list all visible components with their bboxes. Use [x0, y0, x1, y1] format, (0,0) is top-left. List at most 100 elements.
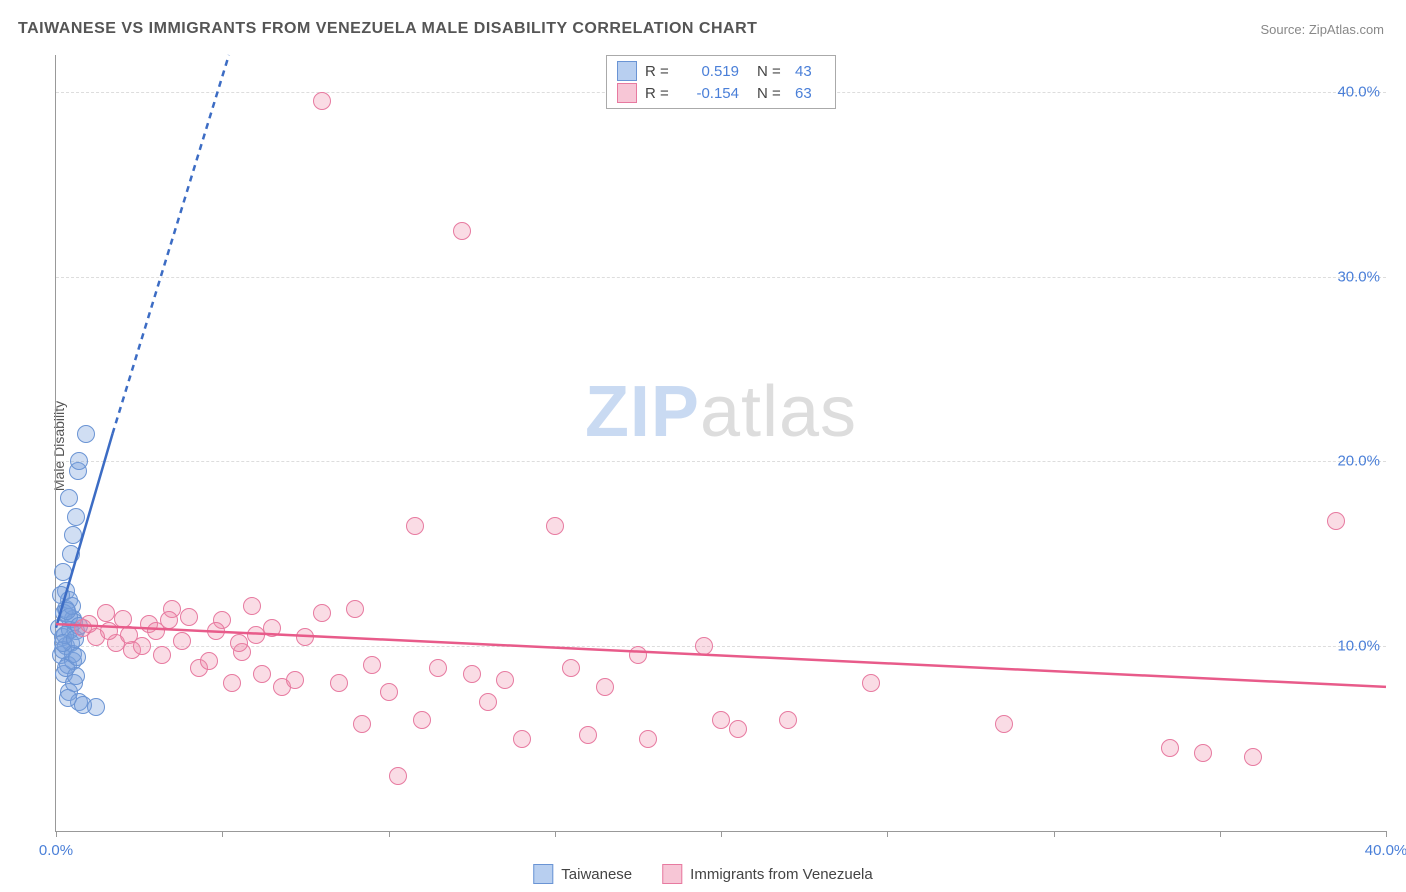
scatter-point-venezuela [173, 632, 191, 650]
legend-R-label: R = [645, 85, 675, 102]
legend-N-value: 63 [795, 85, 825, 102]
legend-N-label: N = [757, 63, 787, 80]
scatter-point-venezuela [230, 634, 248, 652]
scatter-point-venezuela [120, 626, 138, 644]
scatter-point-venezuela [313, 604, 331, 622]
scatter-point-venezuela [695, 637, 713, 655]
legend-swatch [617, 61, 637, 81]
scatter-point-venezuela [712, 711, 730, 729]
legend-item-venezuela: Immigrants from Venezuela [662, 864, 873, 884]
scatter-point-venezuela [453, 222, 471, 240]
legend-label: Immigrants from Venezuela [690, 866, 873, 883]
x-tick-mark [389, 831, 390, 837]
watermark: ZIPatlas [585, 371, 857, 453]
watermark-atlas: atlas [700, 372, 857, 452]
scatter-point-venezuela [995, 715, 1013, 733]
scatter-point-venezuela [479, 693, 497, 711]
scatter-point-venezuela [100, 622, 118, 640]
scatter-point-taiwanese [64, 526, 82, 544]
scatter-point-venezuela [286, 671, 304, 689]
scatter-point-venezuela [243, 597, 261, 615]
legend-N-value: 43 [795, 63, 825, 80]
scatter-point-venezuela [200, 652, 218, 670]
scatter-point-venezuela [1161, 739, 1179, 757]
scatter-point-venezuela [639, 730, 657, 748]
scatter-point-venezuela [1244, 748, 1262, 766]
scatter-point-venezuela [862, 674, 880, 692]
legend-stats-row-taiwanese: R = 0.519 N = 43 [617, 60, 825, 82]
y-tick-label: 30.0% [1337, 268, 1380, 285]
chart-plot-area: ZIPatlas R = 0.519 N = 43 R = -0.154 N = 63 10.… [55, 55, 1386, 832]
scatter-point-venezuela [160, 611, 178, 629]
scatter-point-venezuela [363, 656, 381, 674]
x-tick-mark [1054, 831, 1055, 837]
scatter-point-venezuela [353, 715, 371, 733]
x-tick-mark [555, 831, 556, 837]
gridline [56, 277, 1386, 278]
scatter-point-taiwanese [62, 545, 80, 563]
scatter-point-taiwanese [70, 452, 88, 470]
legend-item-taiwanese: Taiwanese [533, 864, 632, 884]
scatter-point-venezuela [97, 604, 115, 622]
scatter-point-venezuela [389, 767, 407, 785]
scatter-point-venezuela [247, 626, 265, 644]
scatter-point-taiwanese [68, 648, 86, 666]
scatter-point-venezuela [562, 659, 580, 677]
x-tick-mark [721, 831, 722, 837]
scatter-point-venezuela [263, 619, 281, 637]
x-tick-mark [1386, 831, 1387, 837]
scatter-point-taiwanese [67, 508, 85, 526]
scatter-point-venezuela [413, 711, 431, 729]
watermark-zip: ZIP [585, 372, 700, 452]
scatter-point-taiwanese [60, 489, 78, 507]
source-attribution: Source: ZipAtlas.com [1260, 22, 1384, 37]
legend-swatch [617, 83, 637, 103]
y-tick-label: 10.0% [1337, 638, 1380, 655]
x-tick-label: 40.0% [1365, 842, 1406, 859]
scatter-point-venezuela [296, 628, 314, 646]
scatter-point-venezuela [406, 517, 424, 535]
legend-label: Taiwanese [561, 866, 632, 883]
x-tick-mark [1220, 831, 1221, 837]
scatter-point-venezuela [180, 608, 198, 626]
scatter-point-venezuela [346, 600, 364, 618]
legend-swatch [533, 864, 553, 884]
scatter-point-venezuela [729, 720, 747, 738]
legend-R-value: -0.154 [683, 85, 739, 102]
legend-R-value: 0.519 [683, 63, 739, 80]
scatter-point-taiwanese [59, 689, 77, 707]
scatter-point-venezuela [513, 730, 531, 748]
gridline [56, 646, 1386, 647]
scatter-point-venezuela [429, 659, 447, 677]
y-tick-label: 40.0% [1337, 83, 1380, 100]
scatter-point-taiwanese [54, 563, 72, 581]
gridline [56, 461, 1386, 462]
scatter-point-venezuela [463, 665, 481, 683]
scatter-point-venezuela [1327, 512, 1345, 530]
scatter-point-venezuela [80, 615, 98, 633]
scatter-point-venezuela [546, 517, 564, 535]
x-tick-mark [56, 831, 57, 837]
scatter-point-taiwanese [87, 698, 105, 716]
scatter-point-venezuela [779, 711, 797, 729]
x-tick-mark [222, 831, 223, 837]
y-tick-label: 20.0% [1337, 453, 1380, 470]
scatter-point-venezuela [596, 678, 614, 696]
scatter-point-venezuela [496, 671, 514, 689]
legend-stats-box: R = 0.519 N = 43 R = -0.154 N = 63 [606, 55, 836, 109]
legend-series: Taiwanese Immigrants from Venezuela [533, 864, 872, 884]
scatter-point-venezuela [207, 622, 225, 640]
scatter-point-venezuela [1194, 744, 1212, 762]
scatter-point-venezuela [253, 665, 271, 683]
x-tick-mark [887, 831, 888, 837]
scatter-point-taiwanese [77, 425, 95, 443]
scatter-point-venezuela [313, 92, 331, 110]
legend-R-label: R = [645, 63, 675, 80]
scatter-point-venezuela [380, 683, 398, 701]
scatter-point-venezuela [629, 646, 647, 664]
scatter-point-venezuela [153, 646, 171, 664]
legend-N-label: N = [757, 85, 787, 102]
x-tick-label: 0.0% [39, 842, 73, 859]
scatter-point-venezuela [579, 726, 597, 744]
chart-title: TAIWANESE VS IMMIGRANTS FROM VENEZUELA M… [18, 20, 757, 38]
